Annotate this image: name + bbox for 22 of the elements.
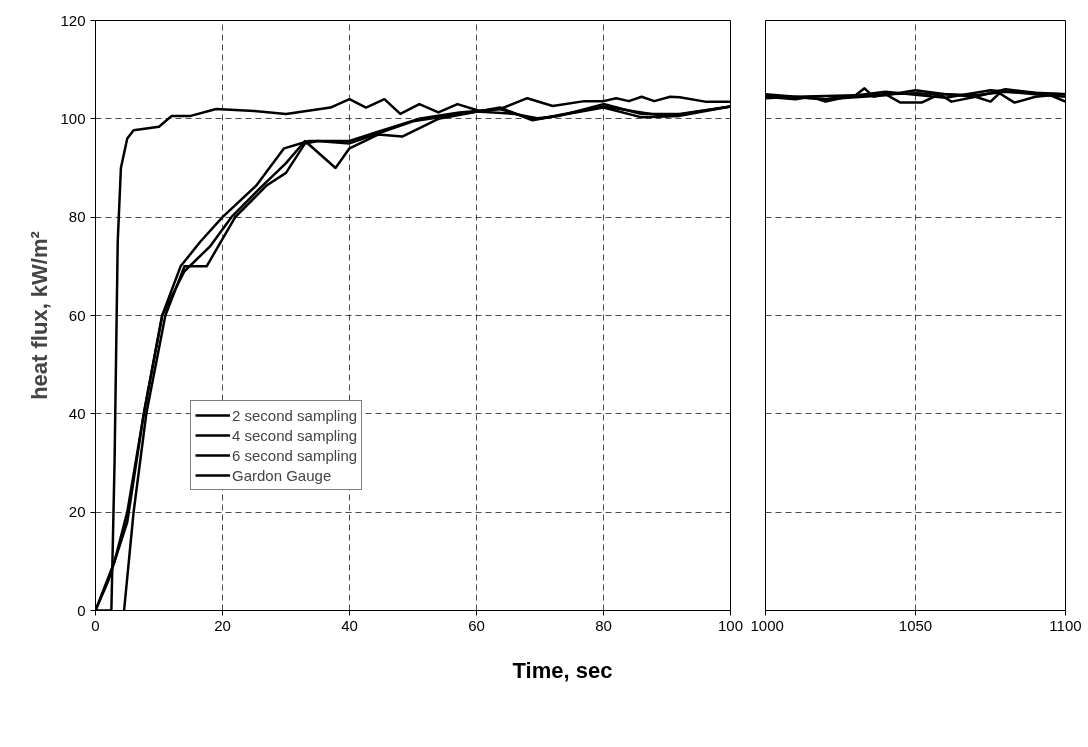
x-tick-label: 20 [214,616,231,634]
y-axis-title: heat flux, kW/m² [27,231,53,400]
legend-label: Gardon Gauge [232,466,332,484]
y-tick-label: 100 [60,109,86,127]
y-tick-label: 120 [60,11,86,29]
y-tick-label: 20 [68,503,86,521]
y-tick-label: 60 [68,306,86,324]
x-tick-label: 1000 [750,616,784,634]
x-tick-label: 40 [341,616,358,634]
legend-label: 2 second sampling [232,406,358,424]
y-tick-label: 40 [68,404,86,422]
legend-label: 4 second sampling [232,426,358,444]
x-axis-title: Time, sec [512,657,613,685]
x-tick-label: 1100 [1049,616,1082,634]
legend-label: 6 second sampling [232,446,358,464]
x-tick-label: 1050 [898,616,933,634]
x-tick-label: 0 [91,616,100,634]
y-tick-label: 0 [77,601,86,619]
x-tick-label: 60 [468,616,485,634]
x-tick-label: 100 [717,616,744,634]
x-tick-label: 80 [595,616,612,634]
y-tick-label: 80 [68,208,86,226]
